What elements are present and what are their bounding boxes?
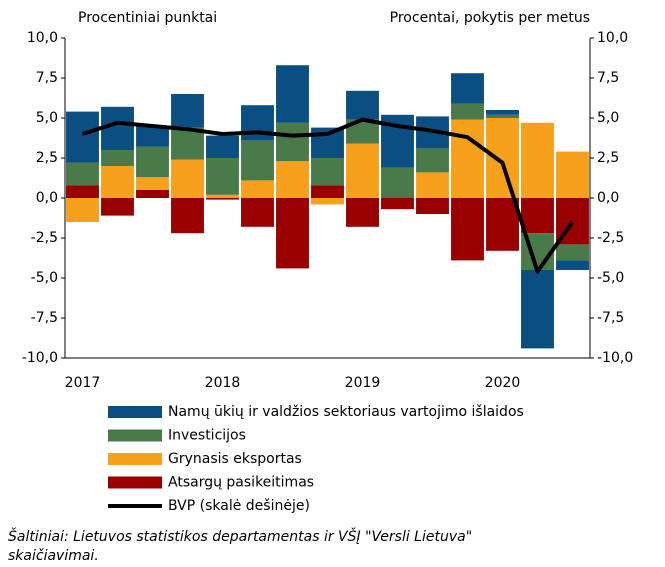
bar-segment <box>66 198 99 222</box>
y-tick-label: 7,5 <box>36 70 58 86</box>
legend-swatch <box>108 476 162 489</box>
bar-segment <box>241 140 274 181</box>
left-axis-title: Procentiniai punktai <box>78 10 217 26</box>
bar-segment <box>486 118 519 198</box>
bar-segment <box>136 126 169 147</box>
bar-segment <box>136 177 169 190</box>
bar-segment <box>311 185 344 198</box>
bar-segment <box>241 180 274 198</box>
bar-segment <box>276 161 309 198</box>
y-tick-label: -2,5 <box>31 230 58 246</box>
bar-segment <box>171 127 204 160</box>
bar-segment <box>171 159 204 198</box>
bar-segment <box>521 122 554 198</box>
bar-segment <box>171 94 204 128</box>
y2-tick-label: 5,0 <box>597 110 619 126</box>
bar-segment <box>101 198 134 216</box>
bar-segment <box>451 103 484 120</box>
y2-tick-label: 10,0 <box>597 30 628 46</box>
bar-segment <box>521 270 554 349</box>
bar-segment <box>206 194 239 198</box>
bar-segment <box>136 190 169 198</box>
source-note: Šaltiniai: Lietuvos statistikos departam… <box>8 527 472 545</box>
bar-segment <box>206 198 239 200</box>
bar-segment <box>171 198 204 234</box>
bar-segment <box>416 198 449 214</box>
bar-segment <box>381 198 414 210</box>
y-tick-label: 0,0 <box>36 190 58 206</box>
bar-segment <box>556 260 589 270</box>
y2-tick-label: -5,0 <box>597 270 624 286</box>
y-tick-label: -7,5 <box>31 310 58 326</box>
bar-segment <box>101 166 134 198</box>
bar-segment <box>486 198 519 251</box>
bar-segment <box>521 198 554 234</box>
y-tick-label: 5,0 <box>36 110 58 126</box>
bar-segment <box>311 158 344 186</box>
bar-segment <box>556 151 589 198</box>
right-axis-title: Procentai, pokytis per metus <box>390 10 590 26</box>
legend-swatch <box>108 406 162 418</box>
bar-segment <box>381 167 414 198</box>
y2-tick-label: -7,5 <box>597 310 624 326</box>
bar-segment <box>66 111 99 163</box>
x-tick-label: 2019 <box>345 375 381 391</box>
y-tick-label: 10,0 <box>27 30 58 46</box>
bar-segment <box>66 162 99 186</box>
bar-segment <box>311 198 344 205</box>
legend-label: Investicijos <box>168 428 246 444</box>
legend-label: Grynasis eksportas <box>168 451 302 467</box>
bar-segment <box>276 65 309 123</box>
y2-tick-label: 0,0 <box>597 190 619 206</box>
y2-tick-label: -10,0 <box>597 350 633 366</box>
source-note: skaičiavimai. <box>8 548 99 564</box>
y2-tick-label: 2,5 <box>597 150 619 166</box>
y2-tick-label: -2,5 <box>597 230 624 246</box>
bar-segment <box>486 114 519 118</box>
bar-segment <box>276 198 309 269</box>
bar-segment <box>451 73 484 104</box>
bar-segment <box>276 122 309 162</box>
bar-segment <box>346 90 379 120</box>
y2-tick-label: 7,5 <box>597 70 619 86</box>
bar-segment <box>346 143 379 198</box>
bar-segment <box>206 135 239 158</box>
x-tick-label: 2020 <box>485 375 521 391</box>
x-tick-label: 2017 <box>65 375 101 391</box>
bar-segment <box>346 198 379 227</box>
legend-label: BVP (skalė dešinėje) <box>168 498 310 514</box>
legend-label: Namų ūkių ir valdžios sektoriaus vartoji… <box>168 404 524 420</box>
bar-segment <box>451 198 484 261</box>
bar-segment <box>556 244 589 261</box>
bar-segment <box>101 150 134 166</box>
bar-segment <box>66 185 99 198</box>
bar-segment <box>451 119 484 198</box>
line-series <box>81 117 575 274</box>
legend-label: Atsargų pasikeitimas <box>168 475 314 491</box>
bar-segment <box>206 158 239 195</box>
bar-segment <box>241 198 274 227</box>
y-tick-label: -10,0 <box>22 350 58 366</box>
bar-segment <box>486 110 519 115</box>
bar-segment <box>416 148 449 173</box>
y-tick-label: 2,5 <box>36 150 58 166</box>
x-tick-label: 2018 <box>205 375 241 391</box>
legend-swatch <box>108 453 162 465</box>
legend-swatch <box>108 429 162 442</box>
y-tick-label: -5,0 <box>31 270 58 286</box>
bar-segment <box>136 146 169 178</box>
bar-segment <box>416 172 449 198</box>
